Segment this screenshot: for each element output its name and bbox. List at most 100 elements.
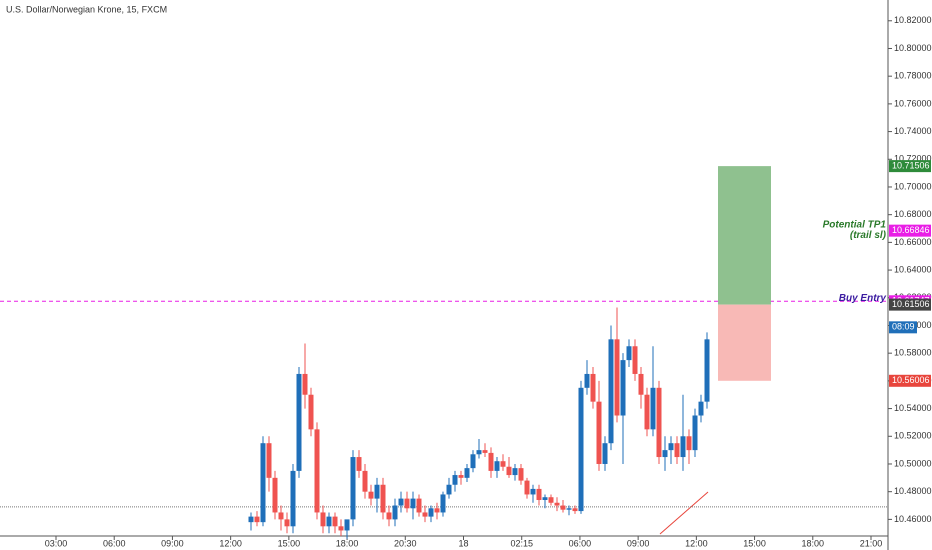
x-tick-label: 18 bbox=[458, 538, 468, 548]
candle-body bbox=[692, 415, 698, 451]
candle-body bbox=[536, 488, 542, 500]
y-tick-label: 10.70000 bbox=[894, 181, 932, 191]
y-tick-label: 10.82000 bbox=[894, 15, 932, 25]
candle-body bbox=[680, 436, 686, 458]
candle-body bbox=[266, 443, 272, 478]
x-tick-label: 09:00 bbox=[161, 538, 184, 548]
price-tag bbox=[889, 160, 931, 173]
candle-body bbox=[422, 512, 428, 517]
candle-body bbox=[248, 516, 254, 523]
x-tick-label: 12:00 bbox=[685, 538, 708, 548]
x-tick-label: 06:00 bbox=[103, 538, 126, 548]
annotation: Potential TP1 bbox=[823, 220, 887, 231]
candle-body bbox=[338, 526, 344, 531]
candle-body bbox=[464, 468, 470, 478]
candle-body bbox=[578, 387, 584, 512]
candle-body bbox=[512, 468, 518, 476]
candle-body bbox=[458, 475, 464, 478]
price-tag-label: 10.66846 bbox=[892, 225, 930, 235]
annotation: (trail sl) bbox=[850, 230, 887, 241]
candle-body bbox=[368, 491, 374, 499]
candle-body bbox=[278, 512, 284, 520]
y-tick-label: 10.50000 bbox=[894, 458, 932, 468]
candle-body bbox=[362, 470, 368, 492]
y-tick-label: 10.58000 bbox=[894, 348, 932, 358]
candle-body bbox=[614, 339, 620, 416]
candle-body bbox=[404, 498, 410, 509]
candle-body bbox=[392, 505, 398, 520]
candle-body bbox=[518, 468, 524, 481]
x-tick-label: 02:15 bbox=[510, 538, 533, 548]
candle-body bbox=[476, 450, 482, 455]
y-tick-label: 10.68000 bbox=[894, 209, 932, 219]
candle-body bbox=[344, 519, 350, 531]
x-tick-label: 15:00 bbox=[743, 538, 766, 548]
candle-body bbox=[260, 443, 266, 523]
candle-body bbox=[704, 339, 710, 402]
candle-body bbox=[326, 516, 332, 527]
y-tick-label: 10.80000 bbox=[894, 43, 932, 53]
candle-body bbox=[440, 494, 446, 513]
candle-body bbox=[554, 502, 560, 506]
candle-body bbox=[668, 443, 674, 451]
candle-body bbox=[416, 498, 422, 513]
candle-body bbox=[446, 484, 452, 495]
y-tick-label: 10.66000 bbox=[894, 237, 932, 247]
y-tick-label: 10.78000 bbox=[894, 71, 932, 81]
y-tick-label: 10.54000 bbox=[894, 403, 932, 413]
candle-body bbox=[314, 429, 320, 513]
countdown-label: 08:09 bbox=[892, 322, 915, 332]
candle-body bbox=[482, 450, 488, 453]
candle-body bbox=[662, 450, 668, 458]
annotation: Buy Entry bbox=[839, 293, 887, 304]
candle-body bbox=[590, 373, 596, 402]
candle-body bbox=[698, 401, 704, 416]
candle-body bbox=[428, 508, 434, 517]
candle-body bbox=[290, 470, 296, 527]
y-tick-label: 10.76000 bbox=[894, 98, 932, 108]
y-tick-label: 10.72000 bbox=[894, 154, 932, 164]
x-tick-label: 15:00 bbox=[278, 538, 301, 548]
price-tag bbox=[889, 298, 931, 311]
chart-title: U.S. Dollar/Norwegian Krone, 15, FXCM bbox=[6, 4, 167, 14]
x-tick-label: 18:00 bbox=[802, 538, 825, 548]
candle-body bbox=[308, 394, 314, 430]
y-tick-label: 10.52000 bbox=[894, 431, 932, 441]
target-zone bbox=[718, 166, 771, 305]
x-tick-label: 03:00 bbox=[45, 538, 68, 548]
candle-body bbox=[650, 387, 656, 430]
candle-body bbox=[296, 373, 302, 471]
candle-body bbox=[620, 360, 626, 416]
candle-body bbox=[686, 436, 692, 451]
x-tick-label: 12:00 bbox=[219, 538, 242, 548]
candle-body bbox=[506, 466, 512, 476]
y-tick-label: 10.64000 bbox=[894, 264, 932, 274]
candle-body bbox=[566, 508, 572, 510]
candle-body bbox=[500, 461, 506, 467]
candle-body bbox=[602, 443, 608, 464]
price-tag bbox=[889, 224, 931, 237]
candle-body bbox=[530, 488, 536, 495]
candle-body bbox=[584, 373, 590, 388]
candle-body bbox=[350, 457, 356, 520]
candle-body bbox=[272, 477, 278, 513]
y-tick-label: 10.74000 bbox=[894, 126, 932, 136]
candle-body bbox=[608, 339, 614, 444]
candle-body bbox=[542, 497, 548, 500]
candle-body bbox=[398, 498, 404, 506]
candle-body bbox=[488, 452, 494, 471]
candle-body bbox=[374, 484, 380, 499]
candle-body bbox=[434, 508, 440, 513]
candle-body bbox=[560, 505, 566, 510]
countdown-tag bbox=[889, 321, 917, 334]
candle-body bbox=[626, 346, 632, 361]
candle-body bbox=[674, 443, 680, 458]
candle-body bbox=[470, 454, 476, 469]
candle-body bbox=[524, 480, 530, 495]
candle-body bbox=[386, 512, 392, 520]
candle-body bbox=[596, 401, 602, 464]
candle-body bbox=[644, 394, 650, 430]
